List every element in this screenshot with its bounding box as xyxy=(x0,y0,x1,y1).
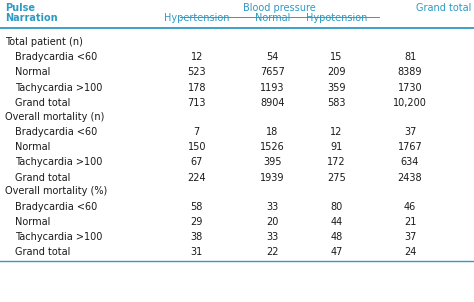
Text: 33: 33 xyxy=(266,201,279,212)
Text: 634: 634 xyxy=(401,157,419,167)
Text: 12: 12 xyxy=(191,52,203,62)
Text: 583: 583 xyxy=(327,98,346,108)
Text: Overall mortality (%): Overall mortality (%) xyxy=(5,186,107,196)
Text: 21: 21 xyxy=(404,217,416,227)
Text: 67: 67 xyxy=(191,157,203,167)
Text: 31: 31 xyxy=(191,247,203,257)
Text: 80: 80 xyxy=(330,201,343,212)
Text: 1193: 1193 xyxy=(260,83,285,93)
Text: 33: 33 xyxy=(266,232,279,242)
Text: 37: 37 xyxy=(404,127,416,137)
Text: Normal: Normal xyxy=(15,142,51,152)
Text: Tachycardia >100: Tachycardia >100 xyxy=(15,83,102,93)
Text: Tachycardia >100: Tachycardia >100 xyxy=(15,232,102,242)
Text: Hypertension: Hypertension xyxy=(164,13,229,23)
Text: Normal: Normal xyxy=(15,67,51,78)
Text: 395: 395 xyxy=(263,157,282,167)
Text: Grand total: Grand total xyxy=(416,2,471,13)
Text: 54: 54 xyxy=(266,52,279,62)
Text: 224: 224 xyxy=(187,173,206,183)
Text: Overall mortality (n): Overall mortality (n) xyxy=(5,112,104,122)
Text: Normal: Normal xyxy=(15,217,51,227)
Text: Grand total: Grand total xyxy=(15,173,71,183)
Text: 713: 713 xyxy=(187,98,206,108)
Text: 24: 24 xyxy=(404,247,416,257)
Text: Grand total: Grand total xyxy=(15,98,71,108)
Text: Grand total: Grand total xyxy=(15,247,71,257)
Text: 7: 7 xyxy=(193,127,200,137)
Text: 10,200: 10,200 xyxy=(393,98,427,108)
Text: 22: 22 xyxy=(266,247,279,257)
Text: 44: 44 xyxy=(330,217,343,227)
Text: Total patient (n): Total patient (n) xyxy=(5,37,82,47)
Text: 81: 81 xyxy=(404,52,416,62)
Text: Pulse: Pulse xyxy=(5,2,35,13)
Text: 8904: 8904 xyxy=(260,98,285,108)
Text: Normal: Normal xyxy=(255,13,290,23)
Text: Bradycardia <60: Bradycardia <60 xyxy=(15,52,98,62)
Text: Blood pressure: Blood pressure xyxy=(243,2,316,13)
Text: 1939: 1939 xyxy=(260,173,285,183)
Text: Bradycardia <60: Bradycardia <60 xyxy=(15,127,98,137)
Text: 1767: 1767 xyxy=(398,142,422,152)
Text: 1730: 1730 xyxy=(398,83,422,93)
Text: 7657: 7657 xyxy=(260,67,285,78)
Text: 150: 150 xyxy=(187,142,206,152)
Text: 523: 523 xyxy=(187,67,206,78)
Text: 2438: 2438 xyxy=(398,173,422,183)
Text: 18: 18 xyxy=(266,127,279,137)
Text: 29: 29 xyxy=(191,217,203,227)
Text: 178: 178 xyxy=(187,83,206,93)
Text: 91: 91 xyxy=(330,142,343,152)
Text: 47: 47 xyxy=(330,247,343,257)
Text: 359: 359 xyxy=(327,83,346,93)
Text: Tachycardia >100: Tachycardia >100 xyxy=(15,157,102,167)
Text: 48: 48 xyxy=(330,232,343,242)
Text: 209: 209 xyxy=(327,67,346,78)
Text: 38: 38 xyxy=(191,232,203,242)
Text: 20: 20 xyxy=(266,217,279,227)
Text: 12: 12 xyxy=(330,127,343,137)
Text: Bradycardia <60: Bradycardia <60 xyxy=(15,201,98,212)
Text: Narration: Narration xyxy=(5,13,57,23)
Text: 37: 37 xyxy=(404,232,416,242)
Text: Hypotension: Hypotension xyxy=(306,13,367,23)
Text: 275: 275 xyxy=(327,173,346,183)
Text: 1526: 1526 xyxy=(260,142,285,152)
Text: 46: 46 xyxy=(404,201,416,212)
Text: 58: 58 xyxy=(191,201,203,212)
Text: 172: 172 xyxy=(327,157,346,167)
Text: 15: 15 xyxy=(330,52,343,62)
Text: 8389: 8389 xyxy=(398,67,422,78)
